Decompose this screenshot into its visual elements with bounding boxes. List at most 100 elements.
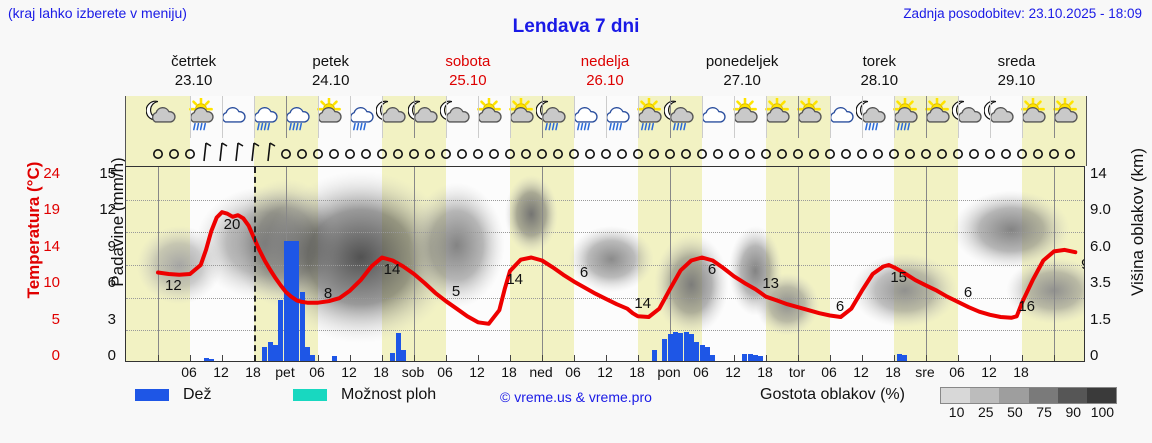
temp-tick: 24 [43, 165, 60, 182]
icon-band-separator [766, 96, 767, 138]
temperature-label: 14 [634, 295, 651, 313]
cloud-icon [216, 98, 250, 136]
sun-cloud-rain-icon [184, 98, 218, 136]
precipitation-bar [902, 355, 908, 361]
x-axis-labels: 06 12 18 pet 06 12 18 sob 06 12 18 ned 06 12 18 pon 06 12… [125, 364, 1085, 382]
precipitation-bar [667, 334, 673, 361]
precipitation-bar [262, 347, 268, 361]
icon-band-separator [1022, 96, 1023, 138]
temperature-curve [126, 167, 1084, 361]
temperature-label: 8 [323, 284, 333, 302]
wind-calm-icon [553, 149, 563, 159]
wind-calm-icon [169, 149, 179, 159]
copyright-link[interactable]: © vreme.us & vreme.pro [500, 389, 652, 405]
cloud-density-step-label: 100 [1090, 404, 1115, 420]
wind-calm-icon [409, 149, 419, 159]
sun-cloud-icon [504, 98, 538, 136]
cloud-density-step-label: 75 [1036, 404, 1052, 420]
chart-legend: Dež Možnost ploh © vreme.us & vreme.pro … [125, 386, 1145, 420]
sun-cloud-icon [1016, 98, 1050, 136]
temp-tick: 10 [43, 274, 60, 292]
wind-calm-icon [905, 149, 915, 159]
wind-barb-band [125, 138, 1087, 166]
temperature-label: 20 [223, 216, 241, 234]
cloud-tick: 9.0 [1090, 201, 1111, 219]
temperature-axis-ticks: 24 19 14 10 5 0 [16, 165, 60, 363]
icon-band-separator [478, 96, 479, 138]
x-axis-tick [894, 355, 895, 361]
precipitation-bar [672, 331, 678, 361]
precipitation-bar [662, 339, 668, 361]
x-axis-label: 12 [469, 364, 485, 380]
x-axis-label: 12 [725, 364, 741, 380]
icon-band-separator [958, 96, 959, 138]
cloud-density-ramp-labels: 10 25 50 75 90 100 [930, 404, 1130, 420]
wind-calm-icon [521, 149, 531, 159]
temperature-label: 6 [835, 297, 845, 315]
wind-calm-icon [601, 149, 611, 159]
prec-tick: 15 [99, 165, 116, 182]
x-axis-label: 18 [501, 364, 517, 380]
x-axis-label: sob [401, 364, 425, 380]
prec-tick: 3 [107, 310, 116, 328]
day-separator-line [926, 167, 927, 361]
icon-band-separator [286, 96, 287, 138]
precipitation-bar [651, 349, 657, 361]
current-time-marker [254, 167, 256, 361]
x-axis-tick [798, 355, 799, 361]
cloud-density-step-label: 50 [1007, 404, 1023, 420]
wind-calm-icon [857, 149, 867, 159]
day-date: 23.10 [174, 72, 213, 89]
day-header-7: sreda 29.10 [948, 52, 1085, 94]
wind-calm-icon [809, 149, 819, 159]
temperature-label: 9 [1081, 256, 1084, 273]
wind-calm-icon [425, 149, 435, 159]
precipitation-bar [304, 347, 310, 361]
cloud-height-axis-title: Višina oblakov (km) [1128, 147, 1147, 297]
precipitation-bar [694, 342, 700, 361]
weather-icon-band [125, 96, 1087, 138]
night-shading-band [894, 138, 958, 166]
rain-legend-swatch [135, 389, 169, 401]
sun-cloud-rain-icon [632, 98, 666, 136]
icon-band-separator [350, 96, 351, 138]
precipitation-bar [203, 357, 209, 361]
icon-band-separator [862, 96, 863, 138]
rain-legend-label: Dež [183, 386, 212, 403]
x-axis-label: 18 [373, 364, 389, 380]
cloud-density-step-75 [1028, 388, 1058, 403]
moon-cloud-icon [375, 98, 410, 136]
moon-cloud-rain-icon [855, 98, 890, 136]
x-axis-tick [542, 355, 543, 361]
icon-band-separator [734, 96, 735, 138]
day-name: sreda [997, 53, 1036, 70]
precipitation-bar [704, 347, 710, 361]
precipitation-bar [758, 356, 764, 361]
day-separator-line [414, 167, 415, 361]
location-menu-note: (kraj lahko izberete v meniju) [8, 5, 187, 21]
cloud-blob [952, 190, 1070, 269]
wind-calm-icon [569, 149, 579, 159]
moon-cloud-rain-icon [535, 98, 570, 136]
icon-band-separator [318, 96, 319, 138]
wind-calm-icon [457, 149, 467, 159]
temperature-label: 14 [506, 271, 523, 289]
icon-band-separator [990, 96, 991, 138]
sun-cloud-rain-icon [888, 98, 922, 136]
wind-calm-icon [281, 149, 291, 159]
x-axis-tick [606, 355, 607, 361]
night-shading-band [638, 138, 702, 166]
wind-calm-icon [953, 149, 963, 159]
temperature-label: 6 [963, 283, 973, 301]
precipitation-bar [283, 241, 289, 361]
sun-cloud-icon [312, 98, 346, 136]
icon-band-separator [798, 96, 799, 138]
wind-calm-icon [745, 149, 755, 159]
precipitation-bar [688, 334, 694, 361]
x-axis-label: 06 [309, 364, 325, 380]
x-axis-tick [766, 355, 767, 361]
precipitation-bar [278, 300, 284, 361]
weather-graph[interactable]: 12 20 8 14 5 14 6 14 6 13 6 15 6 16 9 [125, 166, 1085, 362]
x-axis-label: 06 [821, 364, 837, 380]
prec-tick: 0 [107, 347, 116, 364]
